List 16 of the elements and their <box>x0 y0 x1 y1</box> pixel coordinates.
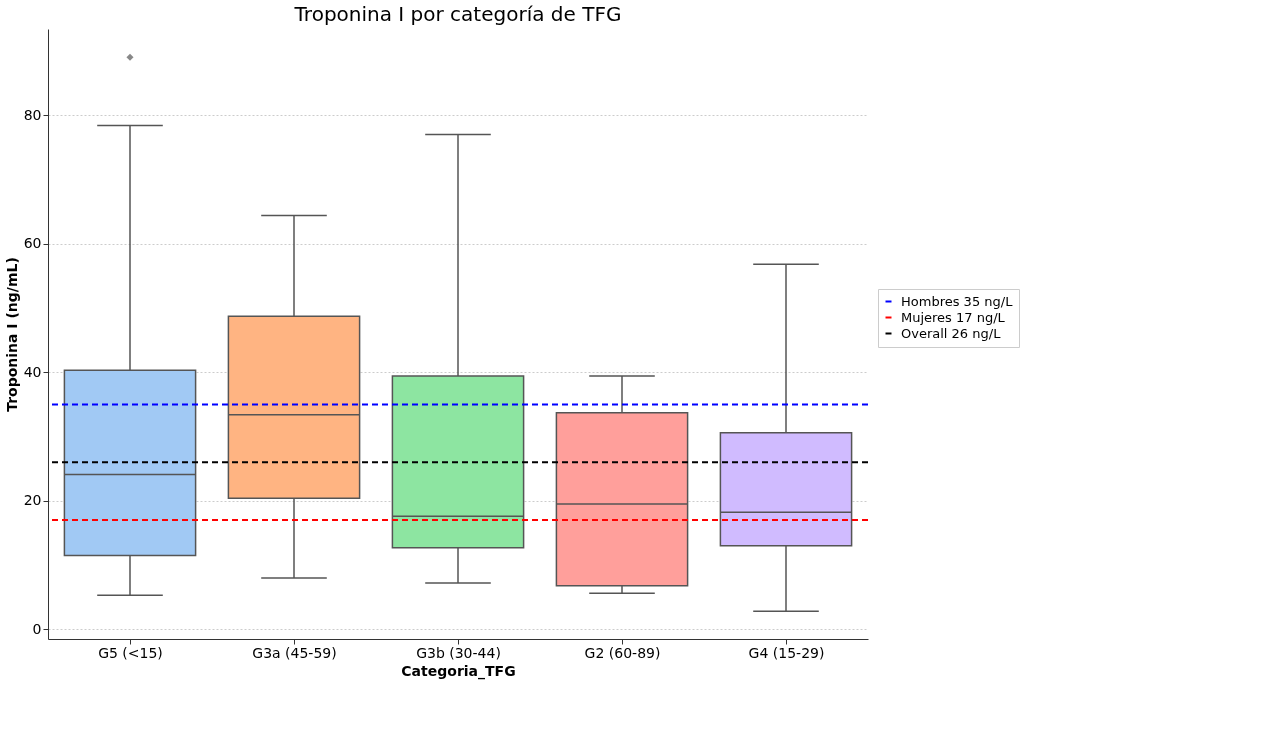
y-tick-label: 80 <box>23 106 42 123</box>
legend-label: Hombres 35 ng/L <box>901 293 1014 309</box>
y-tick-label: 20 <box>23 492 42 509</box>
legend-label: Overall 26 ng/L <box>901 325 1002 341</box>
x-axis-title: Categoria_TFG <box>401 662 516 680</box>
y-tick-label: 0 <box>32 620 42 637</box>
chart-title: Troponina I por categoría de TFG <box>293 2 622 26</box>
y-tick-label: 60 <box>23 235 42 252</box>
x-tick-label: G5 (<15) <box>98 644 163 661</box>
legend-label: Mujeres 17 ng/L <box>901 309 1006 325</box>
x-tick-label: G3a (45-59) <box>252 644 337 661</box>
x-tick-label: G2 (60-89) <box>584 644 661 661</box>
y-axis-title: Troponina I (ng/mL) <box>3 257 20 412</box>
x-tick-label: G4 (15-29) <box>748 644 825 661</box>
y-tick-label: 40 <box>23 363 42 380</box>
x-tick-label: G3b (30-44) <box>416 644 501 661</box>
